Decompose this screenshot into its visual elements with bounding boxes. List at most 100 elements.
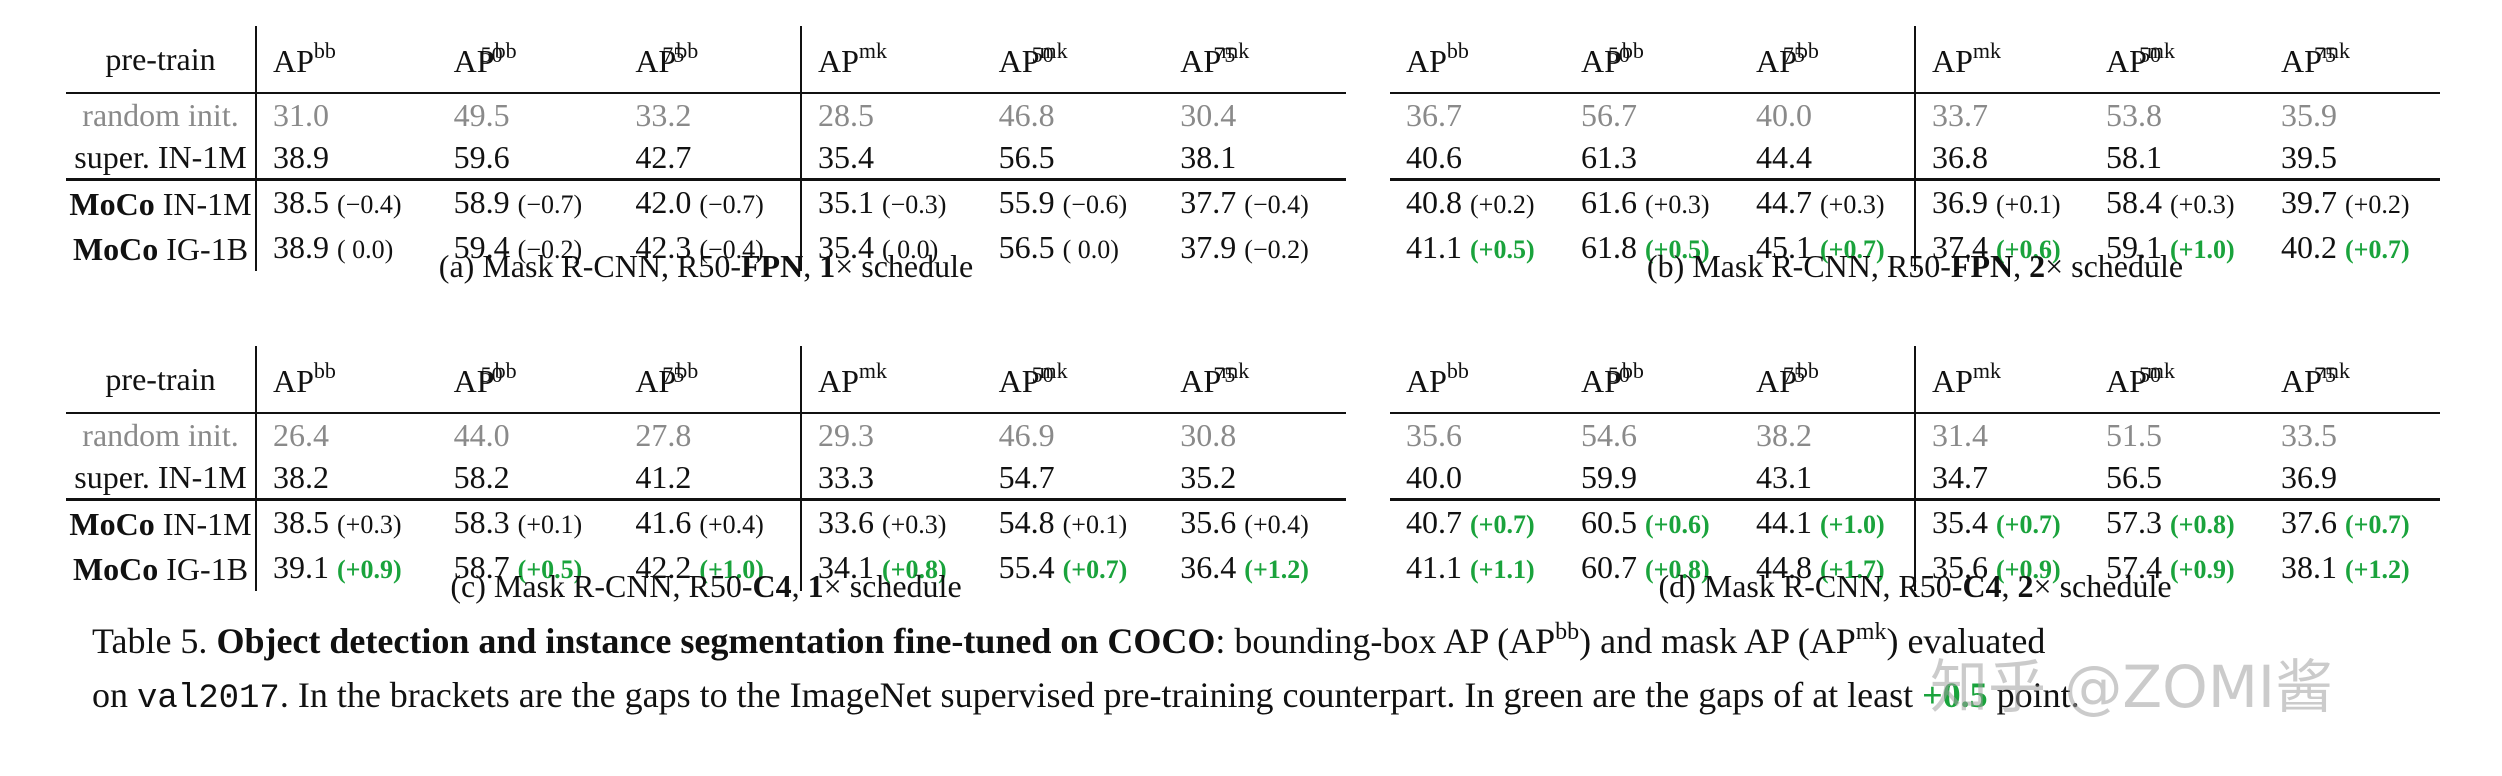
table-cell: 30.8 — [1164, 413, 1346, 456]
cell-value: 38.2 — [1756, 417, 1812, 453]
table-cell: 54.6 — [1565, 413, 1740, 456]
table-cell: 29.3 — [799, 413, 983, 456]
table-cell: 58.9 (−0.7) — [438, 180, 620, 227]
row-dataset: IN-1M — [162, 185, 252, 222]
table-row: 41.1 (+0.5) 61.8 (+0.5) 45.1 (+0.7) 37.4 (+… — [1390, 226, 2440, 271]
cell-gap: (+0.8) — [1645, 555, 1710, 584]
metric-name: APmk 75 — [2281, 358, 2351, 400]
table-panel-d: APbb APbb 50 APbb 75 APmk APmk 50 APmk 75 35.6 54.6… — [1390, 346, 2440, 591]
row-label: super. IN-1M — [66, 136, 256, 180]
metric-superscript: bb — [1446, 358, 1469, 383]
cell-gap: (−0.4) — [699, 235, 764, 264]
cell-gap: (+1.2) — [2345, 555, 2410, 584]
table-cell: 58.4 (+0.3) — [2090, 180, 2265, 227]
metric-subscript: 75 — [1782, 362, 1805, 387]
table-cell: 61.6 (+0.3) — [1565, 180, 1740, 227]
metric-superscript: bb — [1621, 38, 1644, 63]
cell-value: 35.4 — [817, 229, 874, 265]
cell-value: 35.2 — [1180, 459, 1237, 495]
metric-name: APbb — [1406, 358, 1469, 400]
table-cell: 42.3 (−0.4) — [619, 226, 801, 271]
cell-value: 35.4 — [1932, 504, 1988, 540]
cell-gap: (+0.3) — [1820, 190, 1885, 219]
table-cell: 35.4 ( 0.0) — [799, 226, 983, 271]
cell-value: 41.1 — [1406, 229, 1462, 265]
metric-name: APbb 75 — [1756, 38, 1819, 80]
metric-superscript: mk — [858, 358, 887, 383]
table-cell: 42.7 — [619, 136, 801, 180]
cell-value: 59.4 — [453, 229, 510, 265]
metric-superscript: bb — [1796, 358, 1819, 383]
table-cell: 36.9 — [2265, 456, 2440, 500]
metric-name: APmk — [817, 358, 887, 400]
cell-value: 59.9 — [1581, 459, 1637, 495]
cell-gap: (+0.7) — [2345, 235, 2410, 264]
metric-superscript: mk — [2146, 358, 2176, 383]
table-cell: 46.9 — [983, 413, 1165, 456]
metric-name: APbb — [273, 358, 336, 400]
table-row: MoCo IN-1M 38.5 (+0.3) 58.3 (+0.1) 41.6 (+0… — [66, 499, 1346, 547]
cell-value: 40.0 — [1756, 97, 1812, 133]
cell-gap: (+0.5) — [1470, 235, 1535, 264]
cell-value: 29.3 — [817, 417, 874, 453]
cell-gap: (+1.0) — [1820, 510, 1885, 539]
table-cell: 34.1 (+0.8) — [799, 546, 983, 591]
table-cell: 57.3 (+0.8) — [2090, 500, 2265, 547]
table-cell: 36.8 — [1914, 136, 2090, 180]
cell-gap: (+0.2) — [1470, 190, 1535, 219]
metric-name: APmk 50 — [2106, 358, 2176, 400]
row-method: MoCo — [69, 185, 155, 222]
table-cell: 40.6 — [1390, 136, 1565, 180]
metric-name: APmk 75 — [1180, 358, 1250, 400]
column-header: APbb — [255, 346, 438, 413]
cell-value: 39.7 — [2281, 184, 2337, 220]
cell-value: 44.7 — [1756, 184, 1812, 220]
cell-value: 42.3 — [635, 229, 692, 265]
metric-superscript: bb — [1796, 38, 1819, 63]
table-cell: 41.1 (+1.1) — [1390, 546, 1565, 591]
cell-value: 58.1 — [2106, 139, 2162, 175]
cell-value: 58.2 — [453, 459, 510, 495]
metric-name: APmk — [1932, 358, 2002, 400]
cell-value: 61.3 — [1581, 139, 1637, 175]
table-row: 40.6 61.3 44.4 36.8 58.1 39.5 — [1390, 136, 2440, 180]
cell-value: 54.8 — [998, 504, 1055, 540]
results-table-d: APbb APbb 50 APbb 75 APmk APmk 50 APmk 75 35.6 54.6… — [1390, 346, 2440, 591]
metric-subscript: 75 — [1213, 362, 1236, 387]
cell-value: 41.6 — [635, 504, 692, 540]
cell-gap: (+0.3) — [1645, 190, 1710, 219]
cell-value: 36.8 — [1932, 139, 1988, 175]
table-cell: 35.4 — [799, 136, 983, 180]
cell-value: 49.5 — [453, 97, 510, 133]
cell-value: 54.7 — [998, 459, 1055, 495]
table-cell: 40.0 — [1390, 456, 1565, 500]
table-cell: 59.4 (−0.2) — [438, 226, 620, 271]
cell-gap: (+0.1) — [1062, 510, 1128, 539]
cell-gap: (+0.5) — [517, 555, 583, 584]
table-cell: 60.7 (+0.8) — [1565, 546, 1740, 591]
cell-gap: (+0.7) — [1996, 510, 2061, 539]
cell-value: 37.7 — [1180, 184, 1237, 220]
table-cell: 59.6 — [438, 136, 620, 180]
metric-subscript: 75 — [1782, 42, 1805, 67]
cell-gap: (+0.7) — [1470, 510, 1535, 539]
dataset-split-code: val2017 — [137, 680, 280, 718]
metric-superscript: mk — [2321, 38, 2351, 63]
cell-gap: (+1.1) — [1470, 555, 1535, 584]
table-cell: 58.2 — [438, 456, 620, 500]
cell-value: 28.5 — [817, 97, 874, 133]
column-header: APmk 50 — [2090, 346, 2265, 413]
column-header: APmk 75 — [2265, 346, 2440, 413]
column-header: APmk — [799, 346, 983, 413]
table-cell: 39.5 — [2265, 136, 2440, 180]
table-caption-title: Object detection and instance segmentati… — [216, 621, 1216, 661]
cell-value: 30.4 — [1180, 97, 1237, 133]
column-header: APbb 75 — [619, 346, 801, 413]
cell-value: 44.1 — [1756, 504, 1812, 540]
cell-value: 59.1 — [2106, 229, 2162, 265]
cell-gap: (−0.4) — [1244, 190, 1309, 219]
table-cell: 35.6 (+0.4) — [1164, 500, 1346, 547]
table-cell: 35.1 (−0.3) — [799, 179, 983, 226]
table-cell: 41.6 (+0.4) — [619, 500, 801, 547]
results-table-b: APbb APbb 50 APbb 75 APmk APmk 50 APmk 75 36.7 56.7… — [1390, 26, 2440, 271]
